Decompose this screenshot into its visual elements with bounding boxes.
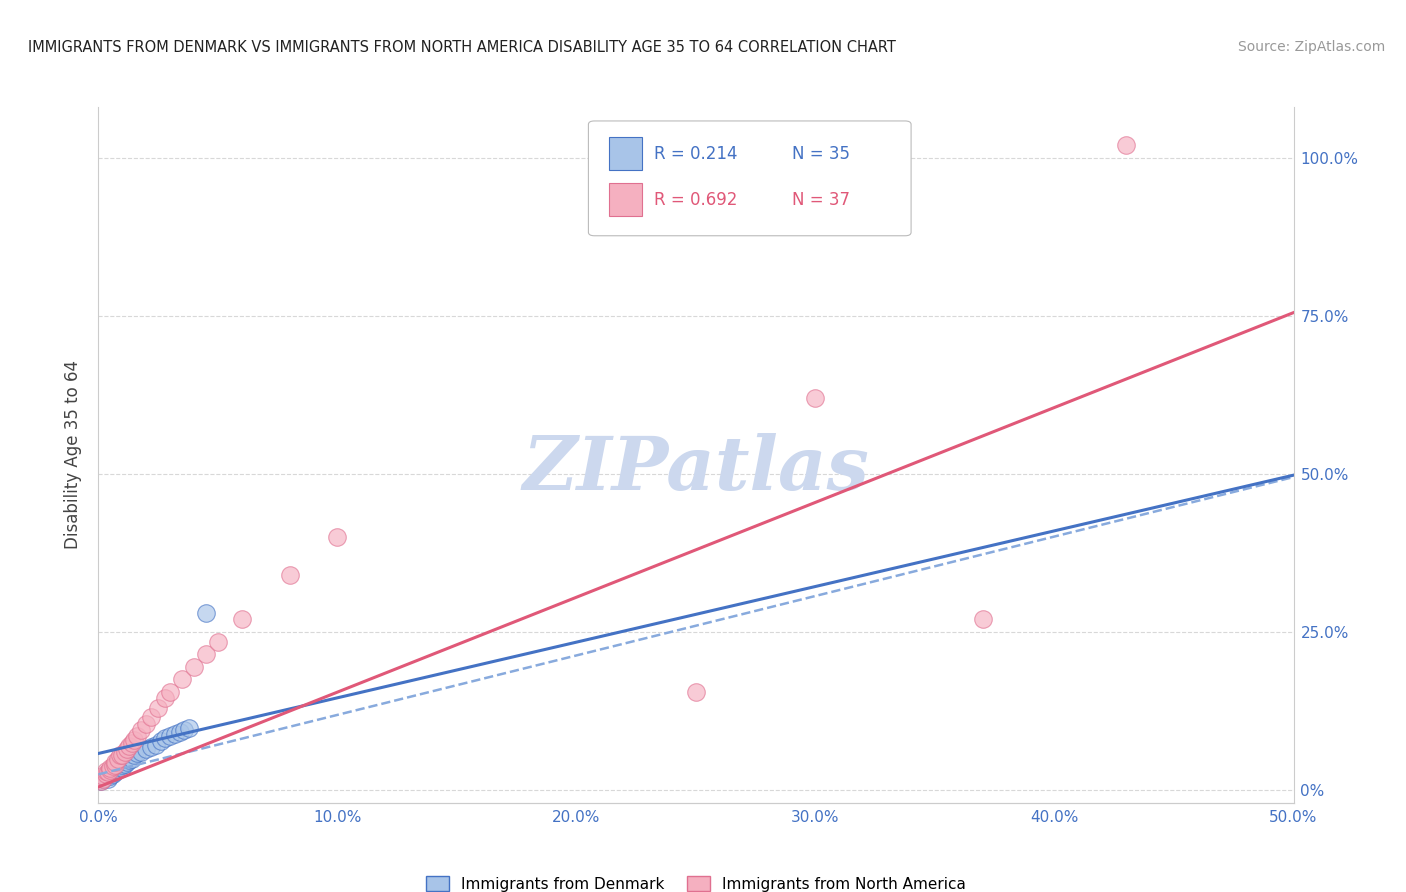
Y-axis label: Disability Age 35 to 64: Disability Age 35 to 64 <box>65 360 83 549</box>
Point <box>94 764 117 779</box>
Point <box>98 761 122 775</box>
Point <box>149 734 172 748</box>
Point <box>98 769 122 783</box>
Point <box>90 773 112 788</box>
Point <box>148 701 170 715</box>
Point <box>107 751 129 765</box>
Point <box>135 742 157 756</box>
Text: N = 37: N = 37 <box>792 191 849 209</box>
Text: R = 0.214: R = 0.214 <box>654 145 738 162</box>
FancyBboxPatch shape <box>609 137 643 170</box>
Point <box>159 685 181 699</box>
Point <box>94 767 117 781</box>
Text: ZIPatlas: ZIPatlas <box>523 433 869 505</box>
Point <box>98 764 122 779</box>
Point <box>104 757 127 772</box>
Text: R = 0.692: R = 0.692 <box>654 191 738 209</box>
Point <box>163 727 186 741</box>
Point <box>169 725 191 739</box>
Text: Source: ZipAtlas.com: Source: ZipAtlas.com <box>1237 40 1385 54</box>
Point <box>125 730 148 744</box>
Point <box>124 732 146 747</box>
Point <box>104 755 127 769</box>
Point <box>155 731 177 746</box>
Point <box>804 391 827 405</box>
Point <box>94 767 117 781</box>
Point <box>179 721 201 735</box>
Point <box>115 755 138 769</box>
Point <box>194 647 218 661</box>
FancyBboxPatch shape <box>609 183 643 216</box>
Point <box>97 765 120 780</box>
Point <box>121 736 143 750</box>
Point <box>124 748 146 763</box>
Point <box>155 691 177 706</box>
Point <box>145 738 167 752</box>
Point <box>114 756 136 771</box>
Legend: Immigrants from Denmark, Immigrants from North America: Immigrants from Denmark, Immigrants from… <box>419 870 973 892</box>
Point <box>972 612 994 626</box>
Point <box>183 660 205 674</box>
Point <box>139 740 162 755</box>
Point <box>118 739 141 753</box>
Point <box>111 748 134 763</box>
FancyBboxPatch shape <box>588 121 911 235</box>
Point <box>121 751 143 765</box>
Point <box>101 767 124 781</box>
Point <box>207 634 229 648</box>
Point <box>231 612 253 626</box>
Point <box>101 763 124 777</box>
Point <box>98 763 122 777</box>
Point <box>131 723 153 737</box>
Point <box>91 769 114 783</box>
Point <box>118 753 141 767</box>
Point <box>326 530 349 544</box>
Point <box>104 765 127 780</box>
Point <box>139 710 162 724</box>
Text: IMMIGRANTS FROM DENMARK VS IMMIGRANTS FROM NORTH AMERICA DISABILITY AGE 35 TO 64: IMMIGRANTS FROM DENMARK VS IMMIGRANTS FR… <box>28 40 896 55</box>
Point <box>135 716 157 731</box>
Point <box>173 723 195 737</box>
Point <box>125 747 148 761</box>
Point <box>91 769 114 783</box>
Point <box>278 568 301 582</box>
Point <box>111 757 134 772</box>
Point <box>111 761 134 775</box>
Point <box>114 745 136 759</box>
Point <box>91 772 114 786</box>
Point <box>108 748 131 763</box>
Point <box>94 771 117 785</box>
Text: N = 35: N = 35 <box>792 145 849 162</box>
Point <box>104 761 127 775</box>
Point <box>1115 138 1137 153</box>
Point <box>685 685 707 699</box>
Point <box>97 765 120 780</box>
Point <box>108 759 131 773</box>
Point <box>101 759 124 773</box>
Point <box>115 742 138 756</box>
Point <box>90 773 112 788</box>
Point <box>194 606 218 620</box>
Point <box>131 745 153 759</box>
Point <box>159 730 181 744</box>
Point <box>172 673 194 687</box>
Point <box>107 763 129 777</box>
Point <box>97 772 120 786</box>
Point <box>91 772 114 786</box>
